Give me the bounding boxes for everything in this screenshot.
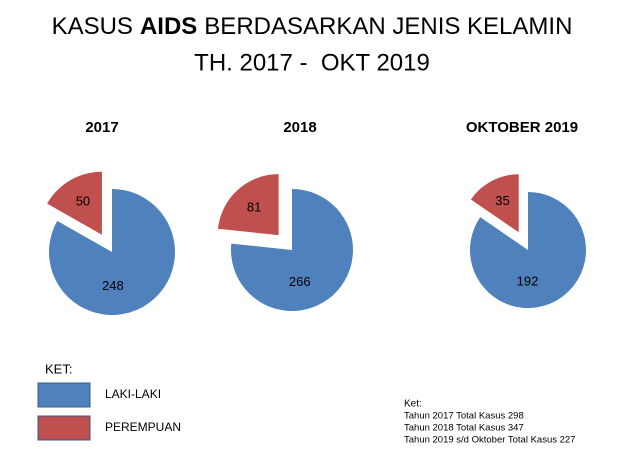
pie-slice <box>217 174 279 236</box>
pie-slice <box>470 192 586 308</box>
data-label: 248 <box>102 278 124 293</box>
data-label: 35 <box>495 193 509 208</box>
pie-slice <box>48 189 176 316</box>
title-post: BERDASARKAN JENIS KELAMIN <box>204 13 572 40</box>
pie-title: OKTOBER 2019 <box>466 119 578 136</box>
note-line: Tahun 2018 Total Kasus 347 <box>404 423 524 434</box>
data-label: 266 <box>289 274 311 289</box>
note-line: Tahun 2017 Total Kasus 298 <box>404 411 524 422</box>
title-line1: KASUS AIDS BERDASARKAN JENIS KELAMIN <box>52 13 573 40</box>
title-pre: KASUS <box>52 13 133 40</box>
notes-title: Ket: <box>404 399 422 410</box>
data-label: 50 <box>76 193 90 208</box>
legend-swatch <box>37 415 91 441</box>
pie-title: 2018 <box>283 119 316 136</box>
legend-label: PEREMPUAN <box>105 420 181 434</box>
note-line: Tahun 2019 s/d Oktober Total Kasus 227 <box>404 435 575 446</box>
title-line2: TH. 2017 - OKT 2019 <box>194 49 430 76</box>
pie-slice <box>230 189 354 311</box>
pie-slice <box>47 171 102 235</box>
legend-label: LAKI-LAKI <box>105 387 161 401</box>
pie-slice <box>470 174 519 233</box>
legend-title: KET: <box>45 361 72 376</box>
data-label: 81 <box>247 199 261 214</box>
legend-swatch <box>37 382 91 408</box>
data-label: 192 <box>517 273 539 288</box>
pie-title: 2017 <box>85 119 118 136</box>
title-bold: AIDS <box>140 13 197 40</box>
